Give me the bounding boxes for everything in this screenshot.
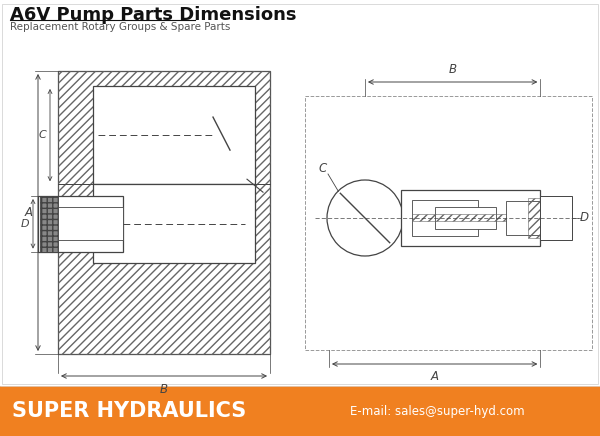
Bar bbox=[58, 207, 123, 241]
Bar bbox=[541, 196, 572, 240]
Text: D: D bbox=[20, 219, 29, 229]
Text: Replacement Rotary Groups & Spare Parts: Replacement Rotary Groups & Spare Parts bbox=[10, 22, 230, 32]
Bar bbox=[93, 184, 255, 263]
Text: C: C bbox=[319, 161, 327, 174]
Bar bbox=[2, 4, 598, 384]
Bar bbox=[40, 196, 58, 252]
Bar bbox=[305, 96, 592, 350]
Text: A: A bbox=[25, 206, 33, 219]
Bar bbox=[506, 201, 541, 235]
Circle shape bbox=[327, 180, 403, 256]
Bar bbox=[435, 207, 496, 229]
Text: C: C bbox=[38, 130, 46, 140]
Text: A: A bbox=[431, 370, 439, 383]
Bar bbox=[412, 214, 511, 221]
Bar bbox=[38, 196, 123, 252]
Text: B: B bbox=[160, 383, 168, 396]
Text: E-mail: sales@super-hyd.com: E-mail: sales@super-hyd.com bbox=[350, 405, 524, 418]
Text: D: D bbox=[580, 211, 589, 225]
Text: B: B bbox=[449, 63, 457, 76]
Bar bbox=[0, 386, 600, 436]
Text: SUPER HYDRAULICS: SUPER HYDRAULICS bbox=[12, 401, 246, 421]
Text: A6V Pump Parts Dimensions: A6V Pump Parts Dimensions bbox=[10, 6, 296, 24]
Bar bbox=[58, 71, 270, 354]
Bar bbox=[529, 198, 541, 238]
Bar bbox=[401, 190, 541, 246]
Bar bbox=[412, 200, 478, 236]
Bar bbox=[93, 86, 255, 184]
Bar bbox=[58, 71, 270, 354]
